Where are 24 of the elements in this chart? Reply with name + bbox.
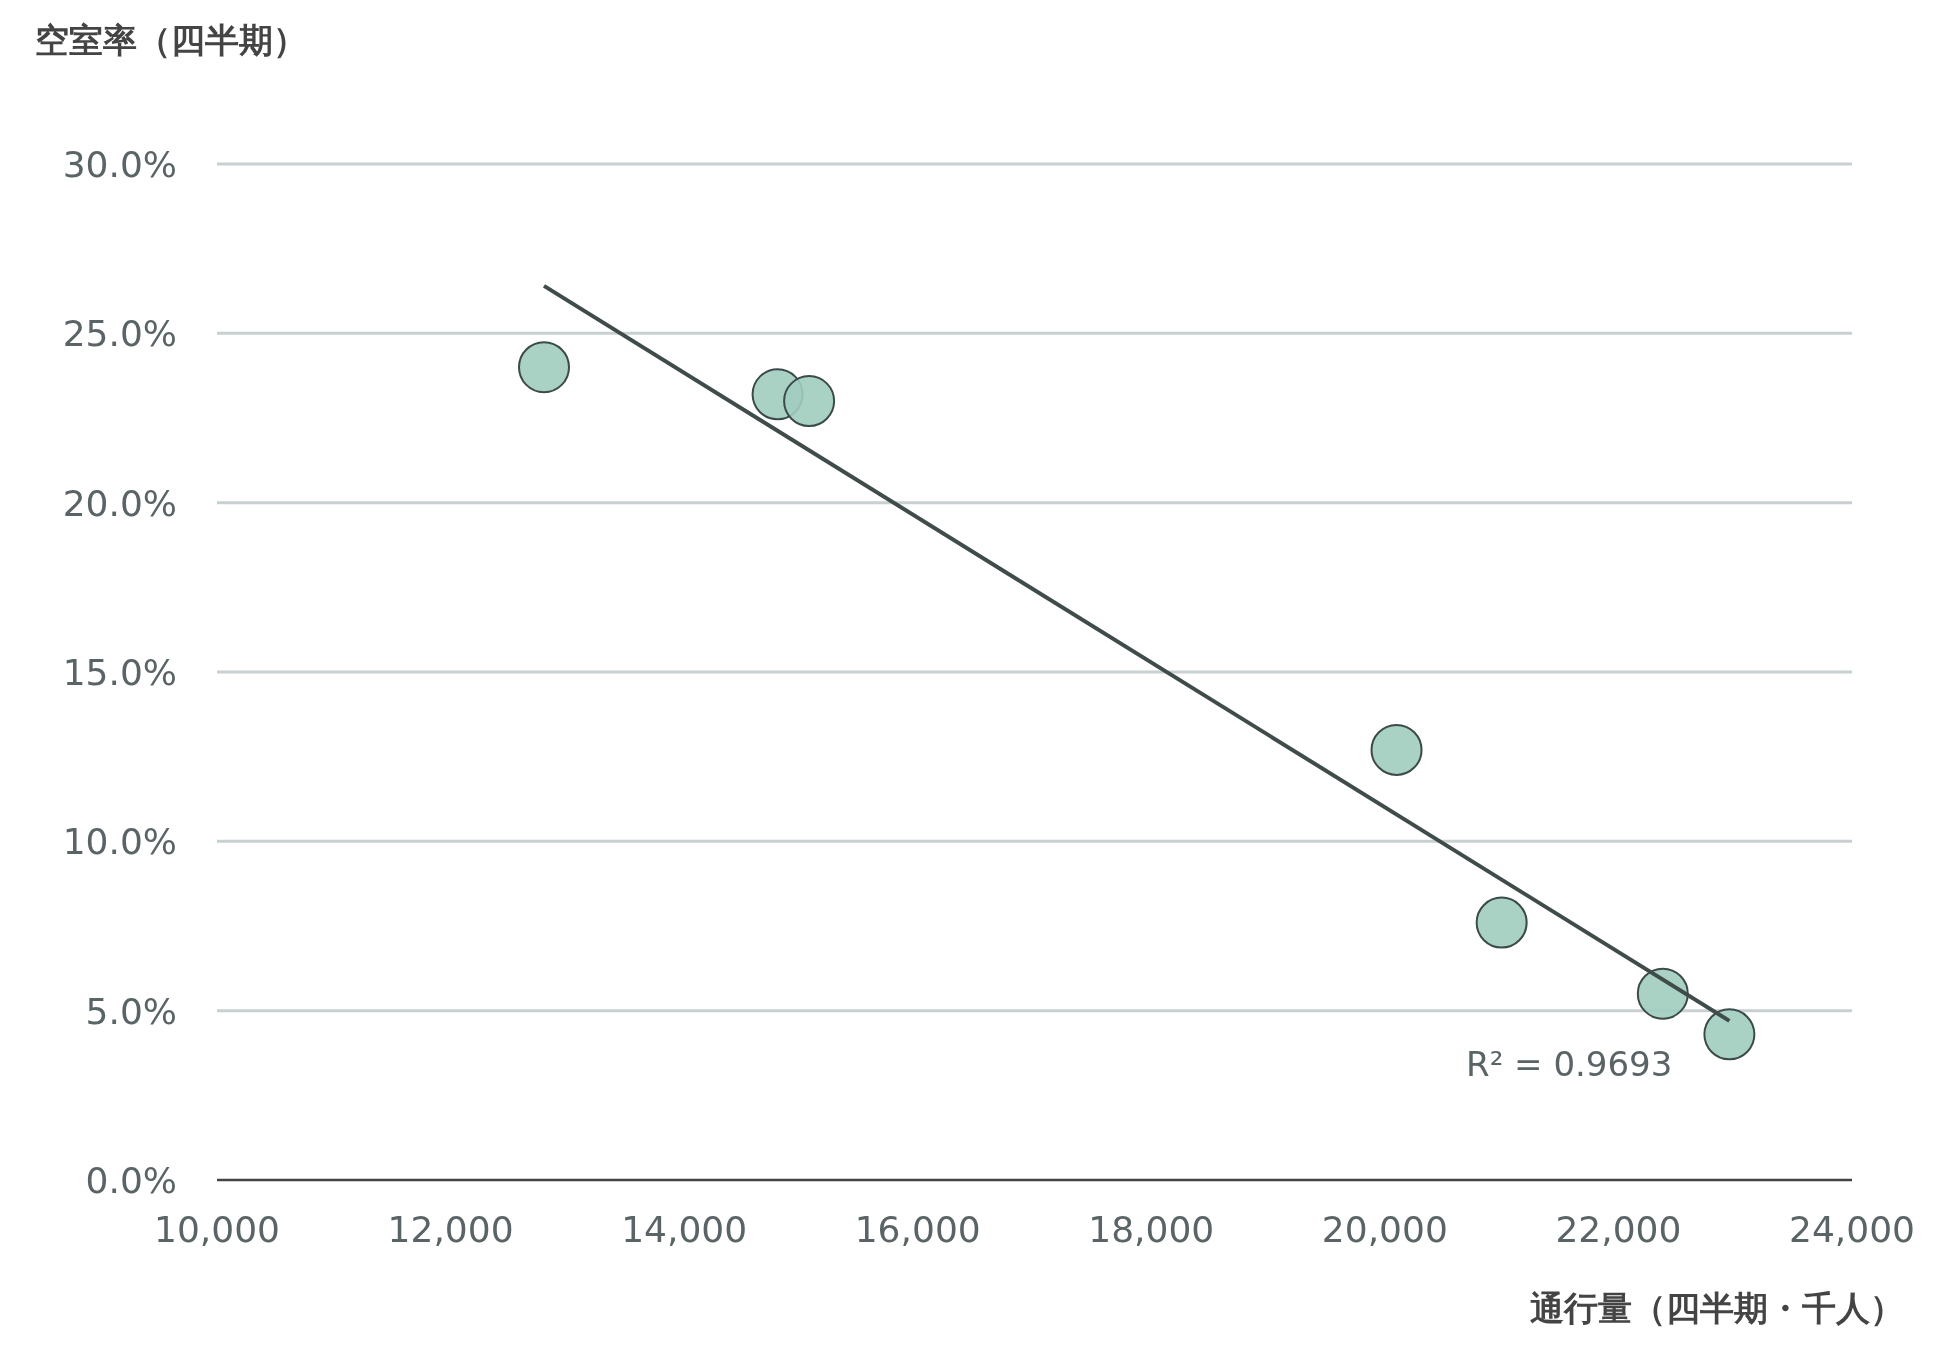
x-tick-label: 22,000 <box>1555 1209 1682 1250</box>
point <box>1475 896 1528 949</box>
y-tick-label: 25.0% <box>62 313 177 355</box>
x-axis-title: 通行量（四半期・千人） <box>1530 1288 1904 1328</box>
x-tick-label: 12,000 <box>387 1209 514 1250</box>
y-tick-label: 10.0% <box>62 821 177 863</box>
x-tick-label: 20,000 <box>1321 1209 1448 1250</box>
point <box>518 341 570 394</box>
y-axis-title: 空室率（四半期） <box>35 20 307 60</box>
point <box>783 375 836 428</box>
point <box>1370 723 1423 776</box>
y-tick-label: 30.0% <box>62 144 177 185</box>
y-tick-label: 15.0% <box>62 652 177 693</box>
y-tick-label: 5.0% <box>85 990 177 1032</box>
x-tick-label: 18,000 <box>1088 1209 1215 1250</box>
point <box>1636 967 1689 1020</box>
x-tick-label: 24,000 <box>1789 1209 1915 1250</box>
y-tick-label: 0.0% <box>85 1160 177 1201</box>
point <box>1703 1008 1756 1061</box>
annotation: R² = 0.9693 <box>1466 1043 1673 1084</box>
x-tick-label: 16,000 <box>854 1209 981 1250</box>
y-tick-label: 20.0% <box>62 482 177 524</box>
x-tick-label: 10,000 <box>154 1209 280 1250</box>
x-tick-label: 14,000 <box>621 1209 748 1250</box>
